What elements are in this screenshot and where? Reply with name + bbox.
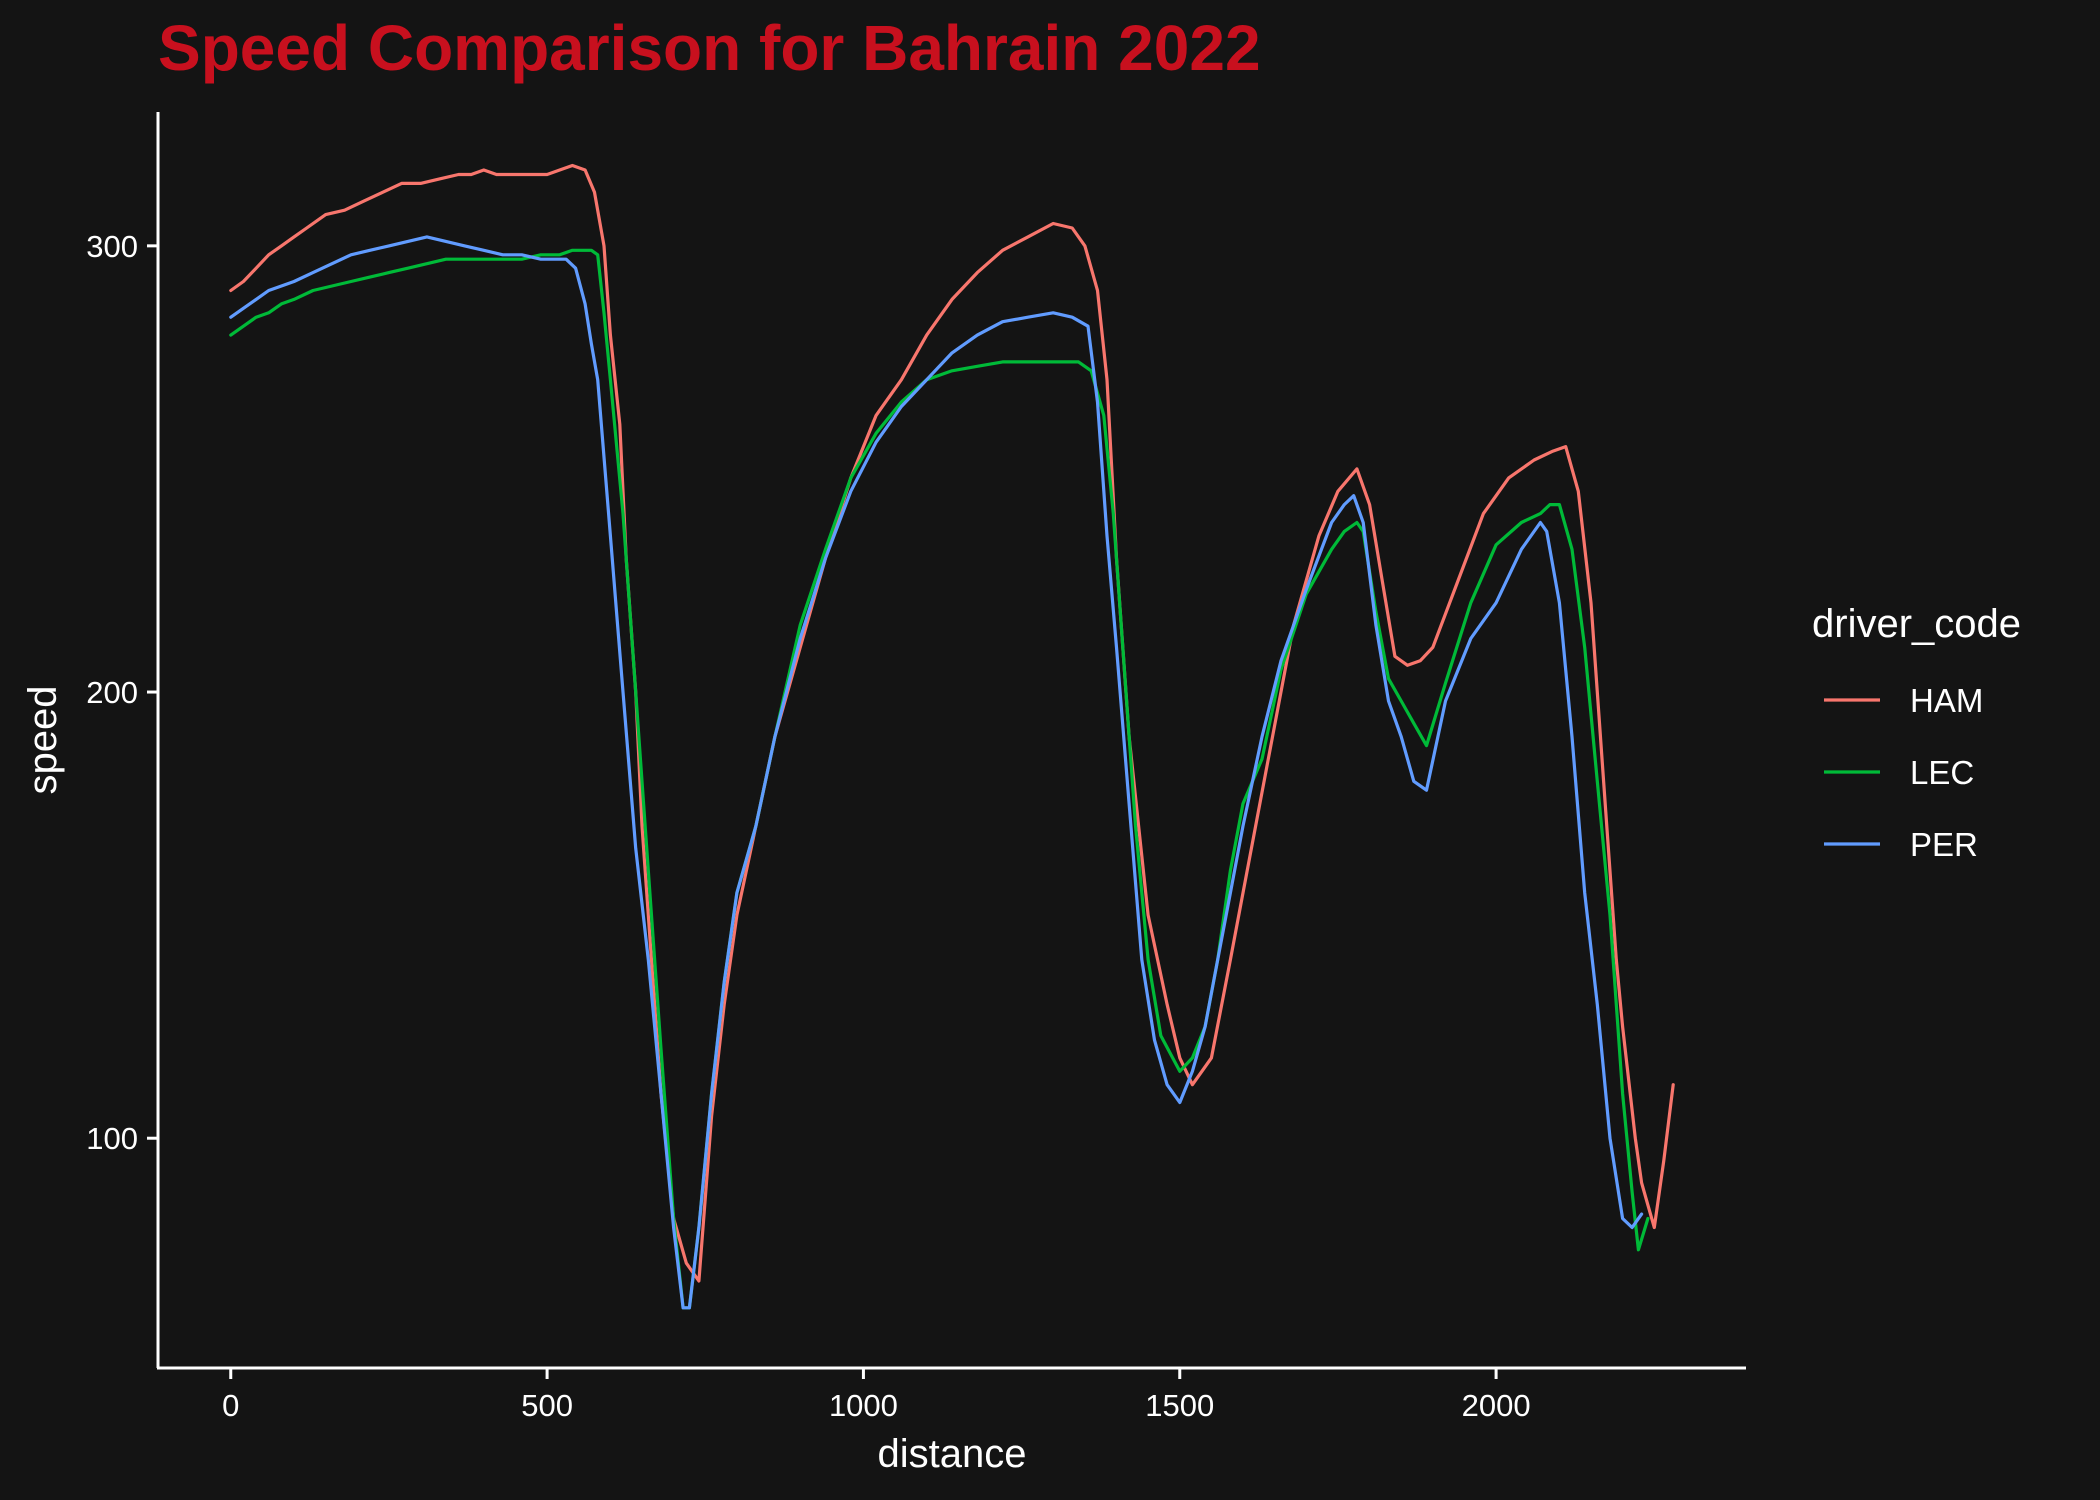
x-tick-label: 1000 — [829, 1388, 898, 1423]
legend-title: driver_code — [1812, 602, 2021, 646]
x-tick-label: 2000 — [1462, 1388, 1531, 1423]
chart-title: Speed Comparison for Bahrain 2022 — [158, 12, 1261, 84]
x-tick-label: 0 — [222, 1388, 239, 1423]
legend-label-ham: HAM — [1910, 682, 1983, 719]
y-tick-label: 200 — [86, 675, 138, 710]
series-line-per — [229, 235, 1644, 1310]
y-tick-label: 100 — [86, 1121, 138, 1156]
legend-label-lec: LEC — [1910, 754, 1974, 791]
x-tick-label: 500 — [521, 1388, 573, 1423]
series-line-lec — [229, 248, 1650, 1310]
legend-label-per: PER — [1910, 826, 1978, 863]
y-tick-label: 300 — [86, 229, 138, 264]
y-axis-title: speed — [21, 686, 65, 795]
y-axis-ticks: 100 200 300 — [86, 229, 158, 1156]
legend: driver_code HAM LEC PER — [1812, 602, 2021, 863]
series-line-ham — [229, 163, 1675, 1283]
x-axis-ticks: 0 500 1000 1500 2000 — [222, 1368, 1531, 1423]
x-tick-label: 1500 — [1145, 1388, 1214, 1423]
x-axis-title: distance — [878, 1432, 1027, 1476]
series-lines — [229, 163, 1675, 1310]
